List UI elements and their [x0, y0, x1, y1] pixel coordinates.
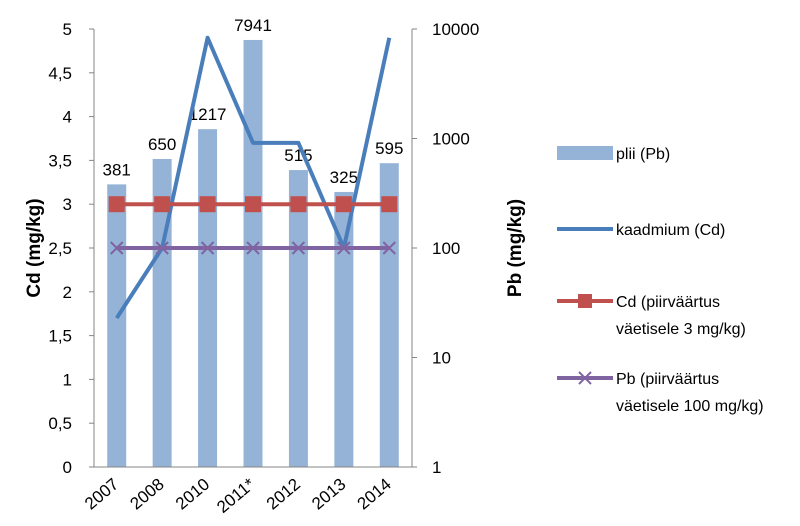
left-tick-label: 0,5: [48, 414, 72, 433]
left-axis-ticks: 0 0,5 1 1,5 2 2,5 3 3,5 4 4,5 5: [48, 20, 94, 477]
square-marker: [381, 196, 398, 213]
x-tick-label: 2011*: [213, 474, 259, 517]
x-marker: [382, 241, 396, 255]
left-tick-label: 2,5: [48, 239, 72, 258]
legend: plii (Pb) kaadmium (Cd) Cd (piirväärtus …: [557, 146, 764, 415]
x-tick-label: 2012: [263, 475, 304, 514]
left-tick-label: 1: [63, 370, 72, 389]
bar: [379, 163, 399, 467]
bar-data-label: 7941: [234, 16, 272, 35]
x-axis-ticks: 2007 2008 2010 2011* 2012 2013 2014: [81, 474, 395, 517]
legend-marker-pb-limit: [578, 371, 592, 385]
x-marker: [110, 241, 124, 255]
bar-data-label: 650: [148, 135, 176, 154]
square-marker: [154, 196, 171, 213]
legend-label-cd-limit-line1: Cd (piirväärtus: [616, 294, 720, 311]
x-marker: [337, 241, 351, 255]
right-tick-label: 1: [432, 458, 441, 477]
legend-label-pb-limit-line2: väetisele 100 mg/kg): [616, 398, 764, 415]
bar: [152, 158, 172, 467]
bar-data-label: 325: [330, 168, 358, 187]
x-marker: [246, 241, 260, 255]
left-tick-label: 5: [63, 20, 72, 39]
right-tick-label: 100: [432, 239, 460, 258]
legend-marker-cd-limit: [578, 294, 592, 308]
bar: [198, 129, 218, 467]
bar: [334, 191, 354, 467]
x-tick-label: 2008: [127, 475, 168, 514]
legend-label-plii: plii (Pb): [616, 146, 670, 163]
x-tick-label: 2010: [172, 475, 213, 514]
y-left-axis-title: Cd (mg/kg): [24, 198, 45, 297]
square-marker: [290, 196, 307, 213]
line-series: [108, 35, 398, 320]
left-tick-label: 1,5: [48, 327, 72, 346]
left-tick-label: 3,5: [48, 151, 72, 170]
right-tick-label: 10: [432, 349, 451, 368]
bar-data-label: 381: [103, 160, 131, 179]
legend-label-pb-limit-line1: Pb (piirväärtus: [616, 371, 719, 388]
bar-data-label: 1217: [189, 105, 227, 124]
square-marker: [245, 196, 261, 213]
left-tick-label: 3: [63, 195, 72, 214]
x-marker: [155, 241, 169, 255]
legend-label-cd-limit-line2: väetisele 3 mg/kg): [616, 321, 746, 338]
x-tick-label: 2013: [308, 475, 349, 514]
legend-swatch-plii: [557, 146, 613, 160]
bar: [107, 184, 127, 467]
left-tick-label: 0: [63, 458, 72, 477]
right-tick-label: 10000: [432, 20, 479, 39]
bar: [288, 170, 308, 467]
bar: [243, 39, 263, 468]
y-right-axis-title: Pb (mg/kg): [505, 199, 526, 297]
square-marker: [335, 196, 352, 213]
square-marker: [108, 196, 125, 213]
x-tick-label: 2007: [81, 475, 122, 514]
right-tick-label: 1000: [432, 130, 470, 149]
left-tick-label: 4,5: [48, 64, 72, 83]
square-marker: [199, 196, 216, 213]
x-marker: [200, 241, 215, 255]
bar-data-label: 595: [375, 139, 403, 158]
bar-series-pb: [107, 39, 399, 468]
x-marker: [291, 241, 306, 255]
left-tick-label: 4: [63, 108, 72, 127]
right-axis-ticks: 1 10 100 1000 10000: [412, 20, 479, 477]
left-tick-label: 2: [63, 283, 72, 302]
legend-label-kaadmium: kaadmium (Cd): [616, 222, 725, 239]
x-tick-label: 2014: [354, 475, 395, 514]
